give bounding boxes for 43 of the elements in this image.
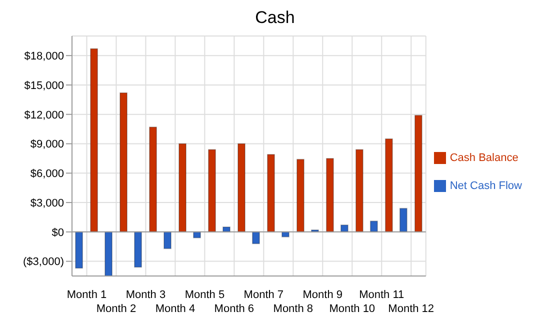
x-tick-label: Month 9 <box>302 289 343 301</box>
chart-title: Cash <box>254 8 296 29</box>
y-tick-label: $6,000 <box>30 168 64 180</box>
bar <box>75 231 84 269</box>
bar <box>355 149 364 232</box>
bar <box>296 158 304 232</box>
bar <box>399 208 408 232</box>
x-tick-label: Month 2 <box>96 303 136 315</box>
y-tick-label: $12,000 <box>24 109 64 122</box>
y-tick-label: $3,000 <box>30 197 64 210</box>
bar <box>208 149 216 232</box>
bar <box>164 231 172 250</box>
bar <box>414 114 422 232</box>
bar <box>370 220 378 232</box>
x-tick-label: Month 10 <box>329 303 376 315</box>
bar <box>178 143 187 232</box>
legend-label: Net Cash Flow <box>450 180 522 192</box>
y-tick-label: $15,000 <box>24 80 64 92</box>
bar <box>134 231 142 268</box>
bar <box>326 158 334 232</box>
y-tick-label: ($3,000) <box>23 256 64 268</box>
bar <box>384 138 393 232</box>
x-tick-label: Month 11 <box>359 289 404 301</box>
x-tick-label: Month 4 <box>155 303 196 315</box>
x-tick-label: Month 1 <box>66 289 107 301</box>
y-tick-label: $0 <box>52 226 64 239</box>
x-tick-label: Month 5 <box>184 289 225 301</box>
y-tick-label: $9,000 <box>30 138 64 151</box>
bar <box>237 143 246 232</box>
bar <box>266 154 275 232</box>
bar <box>340 224 348 232</box>
bar <box>120 92 128 232</box>
x-tick-label: Month 3 <box>126 289 166 301</box>
bar <box>252 231 260 244</box>
x-tick-label: Month 8 <box>273 303 314 315</box>
x-tick-label: Month 6 <box>214 303 254 315</box>
x-tick-label: Month 7 <box>244 289 284 301</box>
bar <box>104 231 113 276</box>
bar <box>90 48 98 232</box>
legend-label: Cash Balance <box>450 152 518 164</box>
bar <box>149 126 158 232</box>
x-tick-label: Month 12 <box>388 303 434 315</box>
y-tick-label: $18,000 <box>24 50 64 62</box>
